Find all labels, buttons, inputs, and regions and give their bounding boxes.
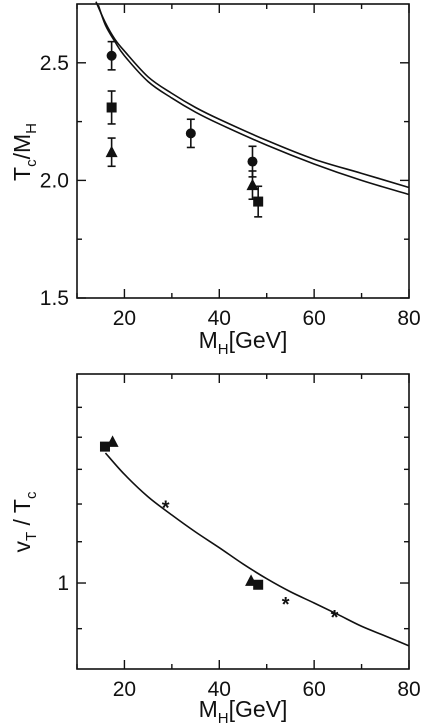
top-plot-frame (76, 3, 410, 299)
top-x-tick-label: 20 (113, 307, 136, 330)
top-data-points (105, 40, 264, 218)
top-point-circle (247, 156, 258, 167)
bottom-x-tick-label: 20 (113, 678, 136, 701)
top-y-axis-label: Tc/MH (9, 123, 40, 181)
top-x-tick-label: 80 (397, 307, 420, 330)
top-curves (95, 1, 410, 196)
top-y-tick-label: 2.5 (40, 52, 69, 75)
top-x-tick-label: 60 (302, 307, 325, 330)
bottom-y-tick-label: 1 (57, 572, 69, 595)
bottom-point-star: * (162, 498, 170, 520)
top-x-axis-label: MH[GeV] (199, 327, 288, 358)
top-point-triangle (105, 145, 118, 158)
top-point-circle (106, 50, 117, 61)
top-axis-ticks: 20 40 60 80 1.5 2.0 2.5 (40, 4, 421, 330)
bottom-axis-ticks: 20 40 60 80 1 (57, 374, 421, 701)
top-y-tick-label: 2.0 (40, 169, 69, 192)
chart-top: 20 40 60 80 1.5 2.0 2.5 MH[GeV] Tc/MH (9, 1, 421, 358)
chart-bottom: 20 40 60 80 1 * * * MH[GeV] vT / Tc (9, 373, 421, 727)
bottom-point-star: * (331, 607, 339, 629)
bottom-curve-1 (104, 452, 410, 647)
bottom-x-tick-label: 60 (302, 678, 325, 701)
top-x-tick-label: 40 (208, 307, 231, 330)
top-point-circle (185, 128, 196, 139)
bottom-point-triangle (106, 435, 119, 447)
top-point-triangle (246, 178, 259, 191)
top-curve-2 (97, 4, 410, 196)
bottom-curves (104, 452, 410, 647)
bottom-x-axis-label: MH[GeV] (199, 696, 288, 727)
bottom-point-square (253, 579, 264, 590)
top-point-square (106, 102, 117, 113)
top-point-square (253, 196, 264, 207)
top-curve-1 (95, 1, 410, 189)
bottom-point-star: * (282, 594, 290, 616)
bottom-x-tick-label: 40 (208, 678, 231, 701)
bottom-x-tick-label: 80 (397, 678, 420, 701)
bottom-data-points: * * * (99, 435, 339, 629)
top-y-tick-label: 1.5 (40, 287, 69, 310)
bottom-y-axis-label: vT / Tc (9, 491, 40, 553)
bottom-point-square (99, 441, 110, 452)
bottom-point-triangle (245, 574, 258, 586)
bottom-plot-frame (76, 373, 410, 670)
